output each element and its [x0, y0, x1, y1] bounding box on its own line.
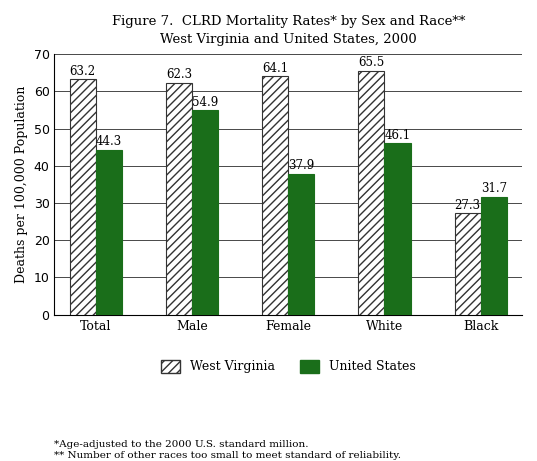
Bar	[288, 174, 314, 315]
Text: 65.5: 65.5	[358, 56, 384, 69]
Bar	[455, 213, 481, 315]
Text: 63.2: 63.2	[70, 65, 96, 78]
Bar	[358, 71, 384, 315]
Text: 31.7: 31.7	[481, 182, 507, 195]
Text: 37.9: 37.9	[288, 159, 314, 172]
Bar	[166, 83, 192, 315]
Text: ** Number of other races too small to meet standard of reliability.: ** Number of other races too small to me…	[54, 450, 401, 460]
Text: 44.3: 44.3	[96, 135, 122, 148]
Bar	[192, 110, 218, 315]
Bar	[384, 143, 411, 315]
Text: 54.9: 54.9	[192, 96, 218, 109]
Text: 46.1: 46.1	[384, 129, 411, 142]
Y-axis label: Deaths per 100,000 Population: Deaths per 100,000 Population	[15, 86, 28, 283]
Text: 64.1: 64.1	[262, 62, 288, 75]
Text: *Age-adjusted to the 2000 U.S. standard million.: *Age-adjusted to the 2000 U.S. standard …	[54, 440, 308, 449]
Bar	[96, 150, 122, 315]
Bar	[481, 197, 507, 315]
Title: Figure 7.  CLRD Mortality Rates* by Sex and Race**
West Virginia and United Stat: Figure 7. CLRD Mortality Rates* by Sex a…	[112, 15, 465, 46]
Text: 62.3: 62.3	[166, 68, 192, 81]
Bar	[262, 76, 288, 315]
Legend: West Virginia, United States: West Virginia, United States	[156, 355, 420, 378]
Text: 27.3: 27.3	[455, 199, 481, 212]
Bar	[70, 79, 96, 315]
